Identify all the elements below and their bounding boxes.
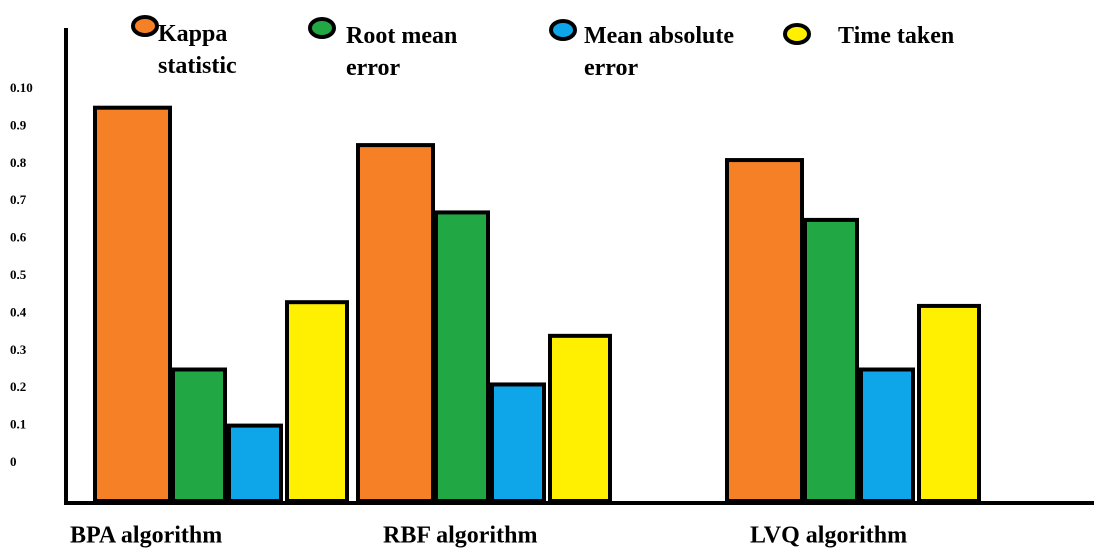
legend-label: Time taken [838,23,955,49]
y-tick-label: 0.1 [10,417,26,432]
bar [356,143,435,503]
y-tick-label: 0.9 [10,117,27,132]
bar [725,158,804,503]
bar [285,300,349,503]
legend-label: Mean absolute error [584,23,734,81]
bar [548,333,612,503]
y-tick-label: 0.4 [10,304,27,319]
bar [917,303,981,504]
bar [859,367,915,503]
legend-marker [308,17,336,39]
y-tick-label: 0 [10,454,17,469]
y-tick-label: 0.6 [10,230,27,245]
y-tick-label: 0.8 [10,155,27,170]
bar [434,210,490,503]
x-tick-label: RBF algorithm [383,523,537,549]
legend-label: Kappa statistic [158,21,237,79]
x-tick-label: LVQ algorithm [750,523,907,549]
legend-marker [131,15,159,37]
legend-marker [549,19,577,41]
y-tick-label: 0.2 [10,379,26,394]
y-tick-label: 0.10 [10,80,33,95]
bar [171,367,227,503]
y-tick-label: 0.7 [10,192,27,207]
y-tick-label: 0.5 [10,267,27,282]
bar [803,217,859,503]
bar [490,382,546,503]
legend-marker [783,23,811,45]
bar [227,423,283,504]
bar [93,105,172,503]
x-tick-label: BPA algorithm [70,523,222,549]
y-tick-label: 0.3 [10,342,27,357]
legend-label: Root mean error [346,23,458,81]
